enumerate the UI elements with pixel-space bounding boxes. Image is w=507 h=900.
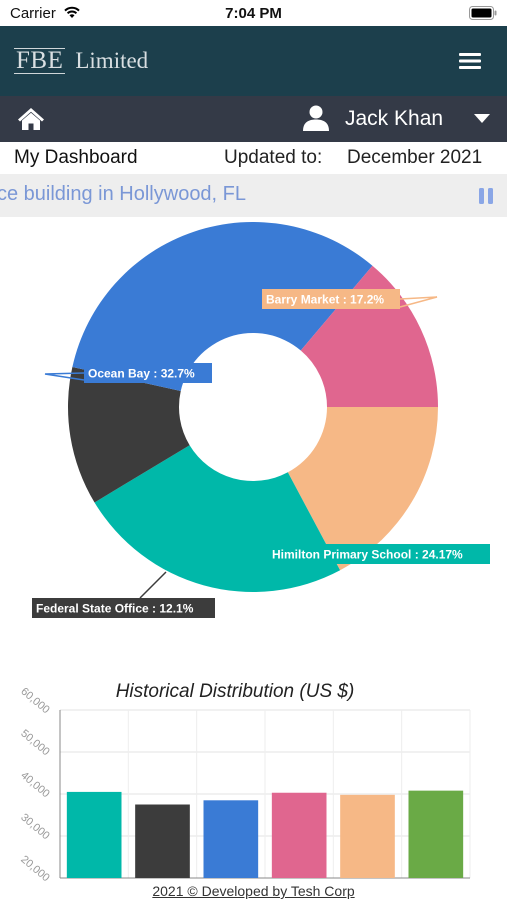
dashboard-header: My Dashboard Updated to: December 2021 — [0, 142, 507, 174]
bar[interactable] — [135, 804, 190, 879]
y-tick-label: 60,000 — [18, 685, 51, 716]
news-ticker[interactable]: nt Office building in Hollywood, FL — [0, 174, 507, 217]
logo-text: Limited — [75, 48, 149, 73]
slice-label-leader — [44, 372, 85, 381]
slice-label-leader — [139, 571, 167, 599]
y-tick-label: 50,000 — [18, 727, 51, 758]
home-icon[interactable] — [17, 107, 45, 131]
updated-date: December 2021 — [347, 147, 483, 168]
slice-label: Ocean Bay : 32.7% — [88, 367, 195, 381]
user-name[interactable]: Jack Khan — [345, 107, 444, 130]
carrier-label: Carrier — [10, 5, 56, 22]
footer-credit[interactable]: 2021 © Developed by Tesh Corp — [152, 883, 355, 899]
bar[interactable] — [340, 794, 395, 878]
chart-title: Historical Distribution (US $) — [116, 681, 355, 702]
slice-label-box — [268, 544, 490, 564]
donut-chart: Barry Market : 17.2% Himilton Primary Sch… — [32, 222, 490, 618]
y-tick-label: 30,000 — [18, 811, 51, 842]
chevron-down-icon[interactable] — [474, 114, 490, 124]
updated-label: Updated to: — [224, 147, 323, 168]
clock: 7:04 PM — [225, 5, 282, 22]
hamburger-menu-icon[interactable] — [459, 52, 481, 70]
app-header: FBE Limited — [0, 26, 507, 96]
company-logo[interactable]: FBE Limited — [14, 46, 148, 76]
slice-label-leader — [399, 296, 438, 308]
bar[interactable] — [203, 800, 259, 878]
logo-mark: FBE — [14, 47, 66, 74]
pause-icon[interactable] — [478, 187, 494, 205]
bar[interactable] — [408, 790, 464, 878]
y-tick-label: 20,000 — [18, 853, 51, 884]
slice-label: Himilton Primary School : 24.17% — [272, 548, 463, 562]
donut-slice[interactable] — [287, 407, 438, 571]
donut-slice[interactable] — [72, 222, 373, 391]
slice-label-box — [84, 363, 212, 383]
battery-icon — [469, 6, 497, 20]
ticker-text: nt Office building in Hollywood, FL — [0, 183, 247, 205]
slice-label: Federal State Office : 12.1% — [36, 602, 194, 616]
donut-slice[interactable] — [300, 265, 438, 407]
slice-label: Barry Market : 17.2% — [266, 293, 384, 307]
bar[interactable] — [66, 791, 122, 878]
bar-chart: Historical Distribution (US $) 20,000 30,0… — [18, 681, 471, 884]
donut-slice[interactable] — [67, 366, 190, 503]
slice-label-box — [262, 289, 400, 309]
slice-label-box — [32, 598, 215, 618]
user-avatar-icon[interactable] — [302, 104, 330, 132]
page-title: My Dashboard — [14, 147, 138, 168]
bar[interactable] — [271, 792, 327, 878]
status-bar: Carrier 7:04 PM — [0, 0, 507, 26]
user-bar: Jack Khan — [0, 96, 507, 142]
y-tick-label: 40,000 — [18, 769, 51, 800]
wifi-icon — [64, 6, 80, 18]
